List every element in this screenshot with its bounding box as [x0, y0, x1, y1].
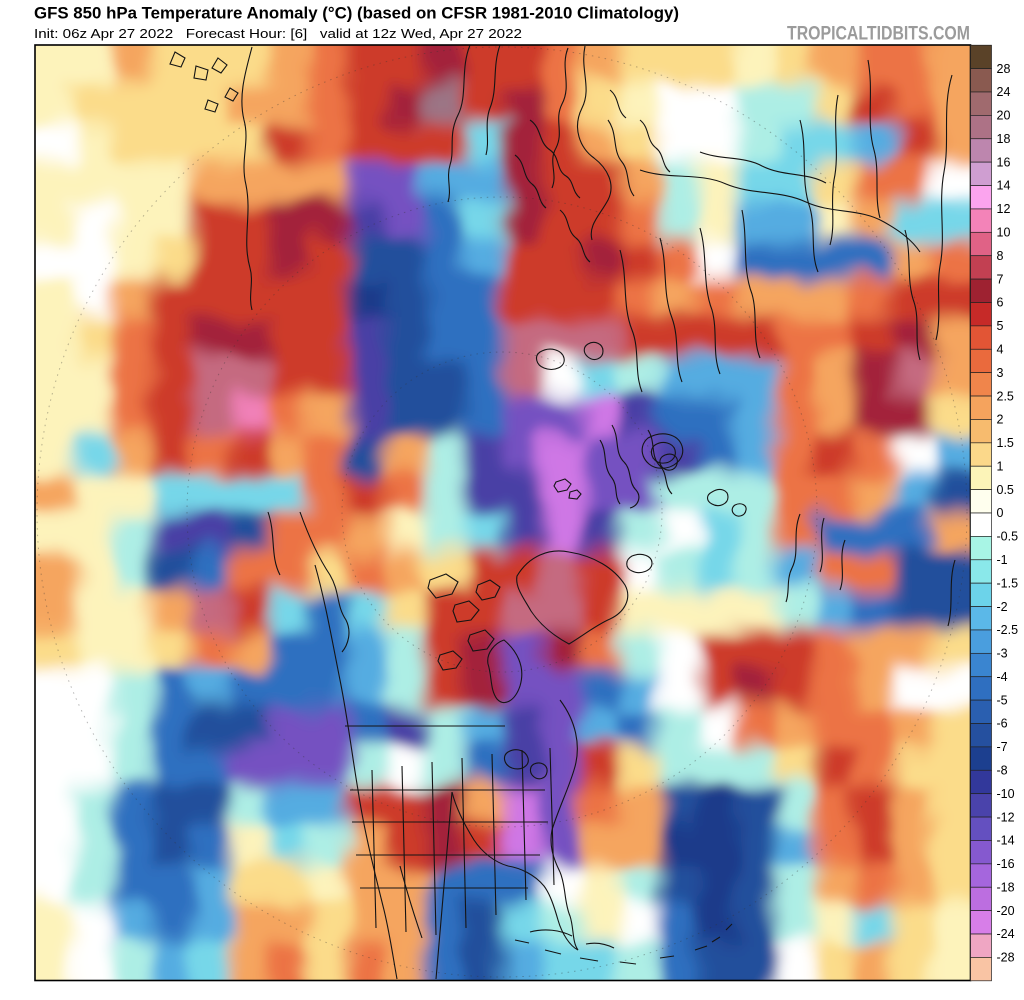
svg-text:14: 14 — [997, 179, 1011, 193]
svg-text:-2: -2 — [997, 600, 1008, 614]
svg-text:-1: -1 — [997, 553, 1008, 567]
svg-text:-16: -16 — [997, 857, 1015, 871]
svg-text:24: 24 — [997, 85, 1011, 99]
svg-text:12: 12 — [997, 202, 1011, 216]
svg-text:-0.5: -0.5 — [997, 530, 1019, 544]
svg-text:-6: -6 — [997, 717, 1008, 731]
svg-text:-28: -28 — [997, 951, 1015, 965]
svg-text:-7: -7 — [997, 740, 1008, 754]
svg-text:-3: -3 — [997, 647, 1008, 661]
svg-text:-2.5: -2.5 — [997, 623, 1019, 637]
svg-text:10: 10 — [997, 226, 1011, 240]
svg-text:-5: -5 — [997, 693, 1008, 707]
svg-text:4: 4 — [997, 342, 1004, 356]
svg-text:1.5: 1.5 — [997, 436, 1014, 450]
svg-text:-12: -12 — [997, 810, 1015, 824]
svg-text:-18: -18 — [997, 880, 1015, 894]
svg-text:-24: -24 — [997, 927, 1015, 941]
svg-text:GFS 850 hPa Temperature Anomal: GFS 850 hPa Temperature Anomaly (°C) (ba… — [34, 5, 679, 23]
svg-text:6: 6 — [997, 296, 1004, 310]
svg-text:2: 2 — [997, 413, 1004, 427]
svg-text:3: 3 — [997, 366, 1004, 380]
svg-text:-8: -8 — [997, 763, 1008, 777]
svg-text:2.5: 2.5 — [997, 389, 1014, 403]
svg-text:18: 18 — [997, 132, 1011, 146]
svg-text:1: 1 — [997, 459, 1004, 473]
svg-text:-4: -4 — [997, 670, 1008, 684]
svg-text:0: 0 — [997, 506, 1004, 520]
svg-text:7: 7 — [997, 272, 1004, 286]
svg-text:-20: -20 — [997, 904, 1015, 918]
svg-text:8: 8 — [997, 249, 1004, 263]
svg-text:20: 20 — [997, 109, 1011, 123]
svg-text:TROPICALTIDBITS.COM: TROPICALTIDBITS.COM — [787, 23, 970, 45]
svg-text:-10: -10 — [997, 787, 1015, 801]
svg-text:5: 5 — [997, 319, 1004, 333]
svg-text:-1.5: -1.5 — [997, 576, 1019, 590]
svg-text:16: 16 — [997, 155, 1011, 169]
svg-text:-14: -14 — [997, 834, 1015, 848]
svg-text:Init: 06z Apr 27 2022 Foreca: Init: 06z Apr 27 2022 Forecast Hour: [6]… — [34, 26, 522, 41]
svg-text:28: 28 — [997, 62, 1011, 76]
svg-text:0.5: 0.5 — [997, 483, 1014, 497]
